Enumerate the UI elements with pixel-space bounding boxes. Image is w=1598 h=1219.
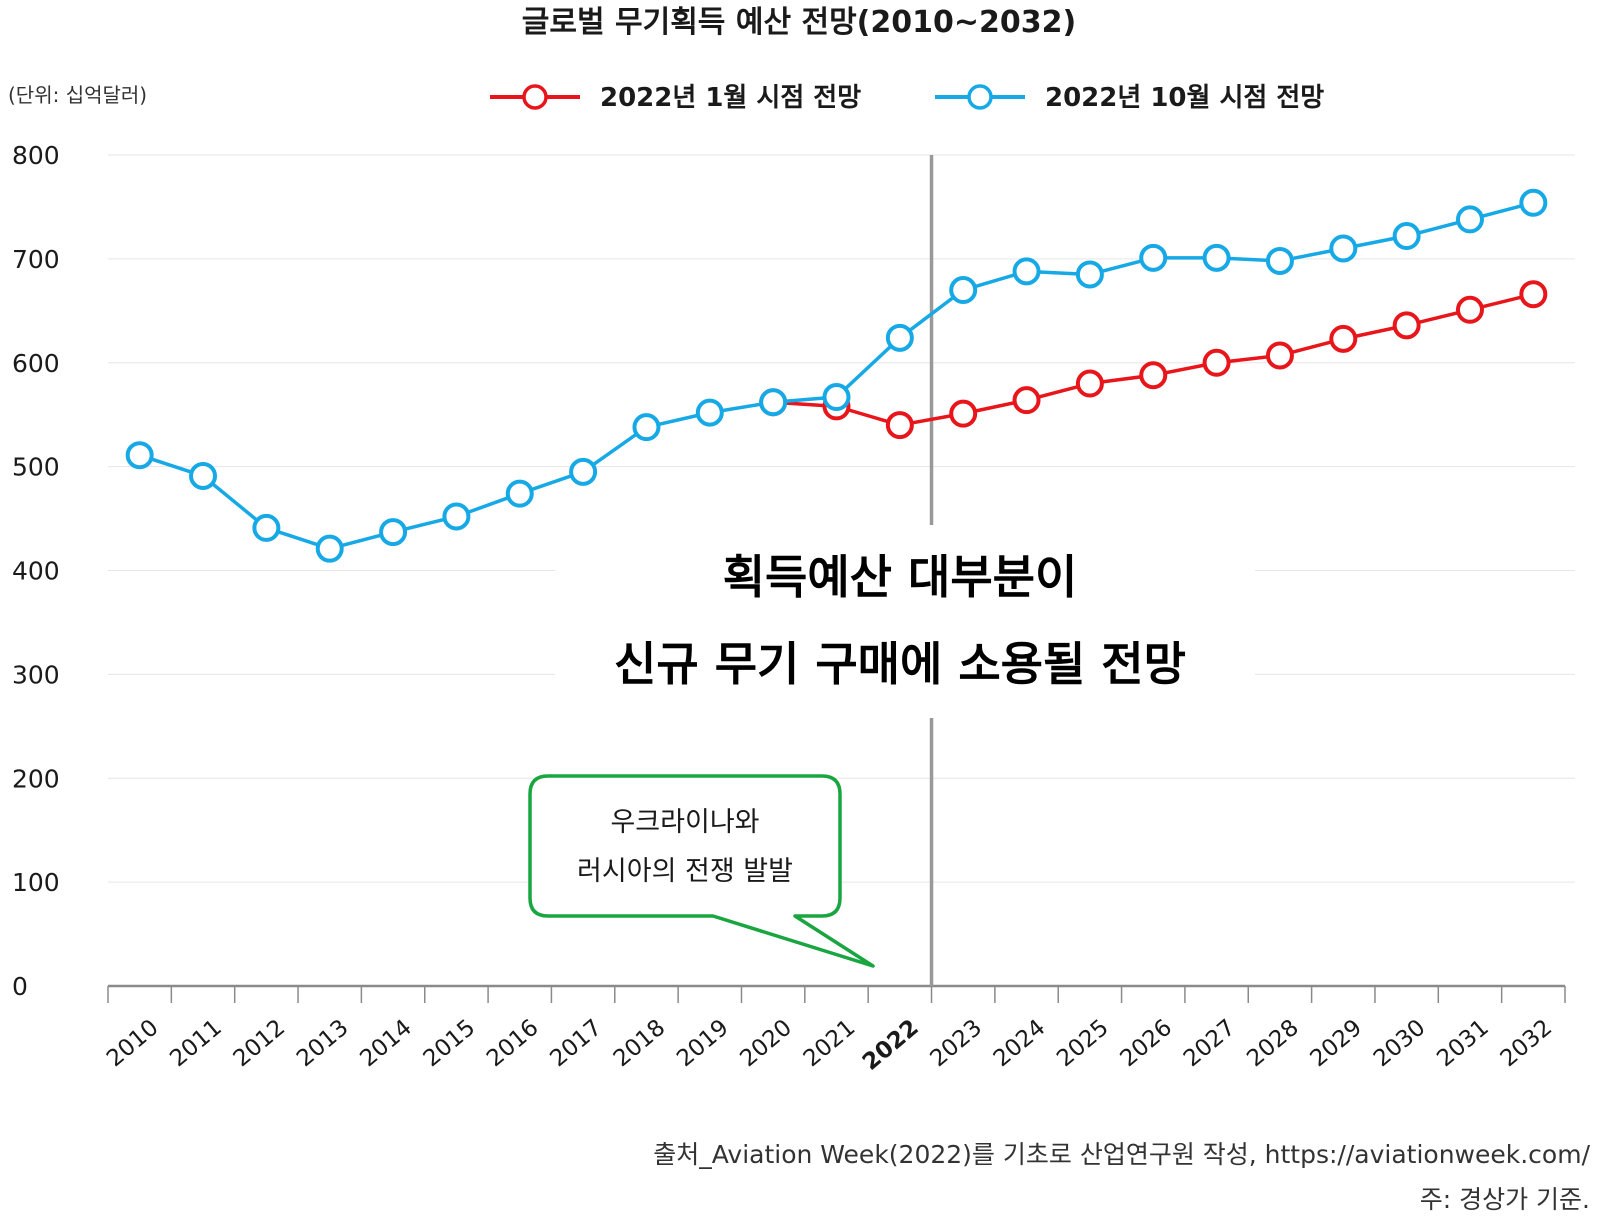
- x-tick-label: 2031: [1432, 1015, 1494, 1073]
- source-note: 출처_Aviation Week(2022)를 기초로 산업연구원 작성, ht…: [653, 1140, 1590, 1169]
- annotation-line-1: 획득예산 대부분이: [723, 550, 1078, 604]
- x-tick-label: 2018: [609, 1015, 671, 1073]
- series-1-point: [1519, 280, 1548, 309]
- y-tick-label: 700: [12, 245, 60, 274]
- y-tick-label: 200: [12, 764, 60, 793]
- series-2-point: [1265, 246, 1294, 275]
- y-tick-label: 0: [12, 972, 28, 1001]
- x-tick-label: 2011: [165, 1015, 227, 1073]
- x-tick-label: 2026: [1116, 1015, 1178, 1073]
- y-tick-label: 400: [12, 557, 60, 586]
- footnote: 주: 경상가 기준.: [1420, 1185, 1590, 1214]
- legend-label-2: 2022년 10월 시점 전망: [1045, 83, 1324, 113]
- callout-line-1: 우크라이나와: [610, 807, 759, 838]
- y-tick-label: 100: [12, 868, 60, 897]
- series-1-point: [1012, 386, 1041, 415]
- series-2-point: [1392, 222, 1421, 251]
- series-2-point: [125, 441, 154, 470]
- callout-bubble: [528, 774, 875, 968]
- series-2-point: [822, 383, 851, 412]
- x-tick-label: 2012: [229, 1015, 291, 1073]
- series-2-point: [1075, 260, 1104, 289]
- x-tick-label: 2022: [858, 1015, 924, 1076]
- series-2-point: [189, 461, 218, 490]
- chart-title: 글로벌 무기획득 예산 전망(2010~2032): [522, 5, 1076, 40]
- x-tick-label: 2015: [419, 1015, 481, 1073]
- legend-marker-1: [522, 84, 548, 110]
- series-2-point: [442, 502, 471, 531]
- series-2-point: [1012, 257, 1041, 286]
- y-tick-label: 600: [12, 349, 60, 378]
- series-2-point: [569, 457, 598, 486]
- series-1-point: [1392, 311, 1421, 340]
- series-2-point: [252, 513, 281, 542]
- series-2-point: [759, 388, 788, 417]
- series-line-2: [139, 201, 1534, 551]
- series-layer: [125, 188, 1548, 563]
- x-tick-label: 2029: [1306, 1015, 1368, 1073]
- x-tick-label: 2020: [735, 1015, 797, 1073]
- legend-marker-2: [967, 84, 993, 110]
- series-2-point: [1202, 243, 1231, 272]
- x-tick-label: 2016: [482, 1015, 544, 1073]
- series-2-point: [315, 534, 344, 563]
- x-tick-label: 2024: [989, 1015, 1051, 1073]
- series-1-point: [885, 411, 914, 440]
- legend-label-1: 2022년 1월 시점 전망: [600, 83, 861, 113]
- series-2-point: [1139, 243, 1168, 272]
- series-1-point: [1455, 295, 1484, 324]
- x-tick-label: 2019: [672, 1015, 734, 1073]
- series-1-point: [1075, 369, 1104, 398]
- gridlines: [108, 154, 1575, 883]
- y-tick-label: 800: [12, 141, 60, 170]
- x-tick-label: 2014: [355, 1015, 417, 1073]
- x-tick-label: 2023: [925, 1015, 987, 1073]
- series-2-point: [1519, 188, 1548, 217]
- series-1-point: [1265, 341, 1294, 370]
- series-1-point: [949, 399, 978, 428]
- annotation-line-2: 신규 무기 구매에 소용될 전망: [614, 637, 1186, 691]
- x-tick-label: 2030: [1369, 1015, 1431, 1073]
- x-tick-label: 2010: [102, 1015, 164, 1073]
- x-tick-label: 2027: [1179, 1015, 1241, 1073]
- x-tick-label: 2028: [1242, 1015, 1304, 1073]
- series-2-point: [695, 398, 724, 427]
- x-tick-label: 2017: [545, 1015, 607, 1073]
- series-line-1: [773, 292, 1534, 427]
- series-1-point: [1329, 324, 1358, 353]
- series-2-point: [1455, 205, 1484, 234]
- x-axis: 2010 2011 2012 2013 2014 2015 2016 2017 2018 2019…: [102, 984, 1566, 1076]
- series-1-point: [1202, 348, 1231, 377]
- y-tick-label: 300: [12, 660, 60, 689]
- series-2-point: [949, 276, 978, 305]
- series-2-point: [505, 479, 534, 508]
- x-tick-label: 2032: [1496, 1015, 1558, 1073]
- series-2-point: [1329, 234, 1358, 263]
- callout-line-2: 러시아의 전쟁 발발: [577, 856, 793, 887]
- legend: 2022년 1월 시점 전망 2022년 10월 시점 전망: [490, 83, 1324, 113]
- series-2-point: [632, 413, 661, 442]
- x-tick-label: 2013: [292, 1015, 354, 1073]
- annotation-background: [555, 525, 1255, 718]
- x-tick-label: 2025: [1052, 1015, 1114, 1073]
- series-1-point: [1139, 361, 1168, 390]
- series-2-point: [885, 323, 914, 352]
- y-axis: 0 100 200 300 400 500 600 700 800: [12, 141, 60, 1001]
- series-2-point: [379, 518, 408, 547]
- y-tick-label: 500: [12, 453, 60, 482]
- unit-label: (단위: 십억달러): [8, 83, 147, 107]
- x-tick-label: 2021: [799, 1015, 861, 1073]
